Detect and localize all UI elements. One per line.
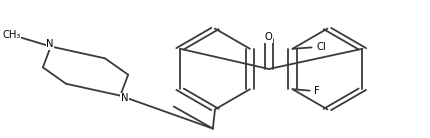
Text: CH₃: CH₃ xyxy=(2,30,21,40)
Text: N: N xyxy=(46,39,54,49)
Text: F: F xyxy=(314,86,319,96)
Text: O: O xyxy=(265,32,273,42)
Text: N: N xyxy=(121,93,128,103)
Text: Cl: Cl xyxy=(316,42,326,52)
